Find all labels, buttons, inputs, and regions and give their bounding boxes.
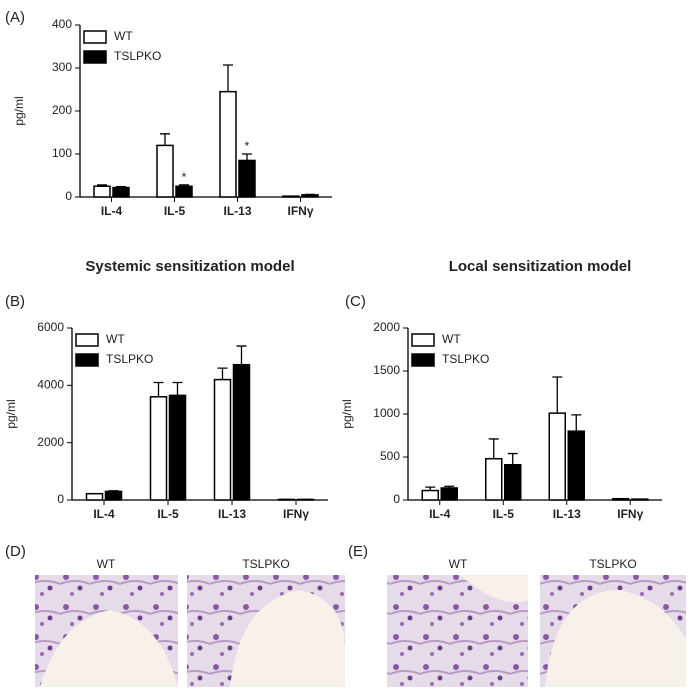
legend-swatch (412, 334, 434, 346)
bar (106, 491, 122, 500)
y-tick-label: 500 (380, 449, 400, 463)
legend-swatch (76, 354, 98, 366)
error-bar (223, 65, 233, 92)
bar (215, 380, 231, 500)
y-tick-label: 2000 (37, 435, 64, 449)
bar (422, 491, 438, 500)
y-tick-label: 0 (57, 492, 64, 506)
y-axis-label: pg/ml (12, 96, 26, 125)
error-bar (173, 382, 183, 395)
y-tick-label: 4000 (37, 378, 64, 392)
panel-label: (A) (5, 9, 25, 26)
bar (157, 145, 173, 197)
x-tick-label: IL-13 (223, 204, 251, 218)
bar (549, 413, 565, 500)
x-tick-label: IL-4 (93, 507, 115, 521)
legend-label: TSLPKO (114, 49, 161, 63)
image-caption: TSLPKO (242, 557, 289, 571)
bar (234, 365, 250, 500)
error-bar (160, 134, 170, 146)
error-bar (552, 377, 562, 413)
legend-label: WT (442, 332, 461, 346)
bar (94, 186, 110, 197)
x-tick-label: IFNγ (617, 507, 643, 521)
y-tick-label: 400 (52, 17, 72, 31)
y-tick-label: 1500 (373, 363, 400, 377)
bar (170, 395, 186, 500)
y-axis-label: pg/ml (4, 399, 18, 428)
y-tick-label: 0 (393, 492, 400, 506)
error-bar (218, 368, 228, 379)
bar (220, 92, 236, 197)
y-axis-label: pg/ml (340, 399, 354, 428)
legend-swatch (76, 334, 98, 346)
chart-title: Local sensitization model (449, 258, 632, 275)
x-tick-label: IL-13 (553, 507, 581, 521)
bar (505, 465, 521, 500)
x-tick-label: IL-5 (164, 204, 186, 218)
significance-marker: * (182, 170, 187, 184)
x-tick-label: IFNγ (287, 204, 313, 218)
y-tick-label: 100 (52, 146, 72, 160)
error-bar (489, 439, 499, 459)
bar (239, 160, 255, 197)
x-tick-label: IL-5 (493, 507, 515, 521)
legend-swatch (84, 51, 106, 63)
error-bar (571, 415, 581, 431)
y-tick-label: 6000 (37, 320, 64, 334)
x-tick-label: IL-13 (218, 507, 246, 521)
x-tick-label: IL-4 (429, 507, 451, 521)
y-tick-label: 1000 (373, 406, 400, 420)
bar (298, 499, 314, 500)
bar (283, 196, 299, 197)
bar (486, 459, 502, 500)
legend-label: WT (106, 332, 125, 346)
bar (151, 397, 167, 500)
error-bar (237, 346, 247, 365)
bar (613, 499, 629, 500)
chart-title: Systemic sensitization model (85, 258, 294, 275)
bar (87, 494, 103, 500)
legend-label: TSLPKO (106, 352, 153, 366)
legend-label: WT (114, 29, 133, 43)
bar (632, 499, 648, 500)
bar (176, 186, 192, 197)
x-tick-label: IFNγ (283, 507, 309, 521)
image-caption: TSLPKO (589, 557, 636, 571)
error-bar (154, 382, 164, 396)
error-bar (508, 454, 518, 465)
image-caption: WT (97, 557, 116, 571)
panel-label: (B) (5, 293, 25, 310)
panel-label: (E) (348, 543, 368, 560)
legend-label: TSLPKO (442, 352, 489, 366)
bar (441, 488, 457, 500)
bar (568, 431, 584, 500)
y-tick-label: 200 (52, 103, 72, 117)
image-panels: (D) WT TSLPKO (E) WT TSLPKO (5, 543, 686, 687)
panel-label: (D) (5, 543, 26, 560)
panel-label: (C) (345, 293, 366, 310)
significance-marker: * (245, 139, 250, 153)
y-tick-label: 0 (65, 189, 72, 203)
image-caption: WT (449, 557, 468, 571)
bar (302, 195, 318, 197)
legend-swatch (412, 354, 434, 366)
bar (113, 188, 129, 197)
x-tick-label: IL-4 (101, 204, 123, 218)
y-tick-label: 300 (52, 60, 72, 74)
bar (279, 499, 295, 500)
x-tick-label: IL-5 (157, 507, 179, 521)
error-bar (242, 154, 252, 160)
y-tick-label: 2000 (373, 320, 400, 334)
legend-swatch (84, 31, 106, 43)
